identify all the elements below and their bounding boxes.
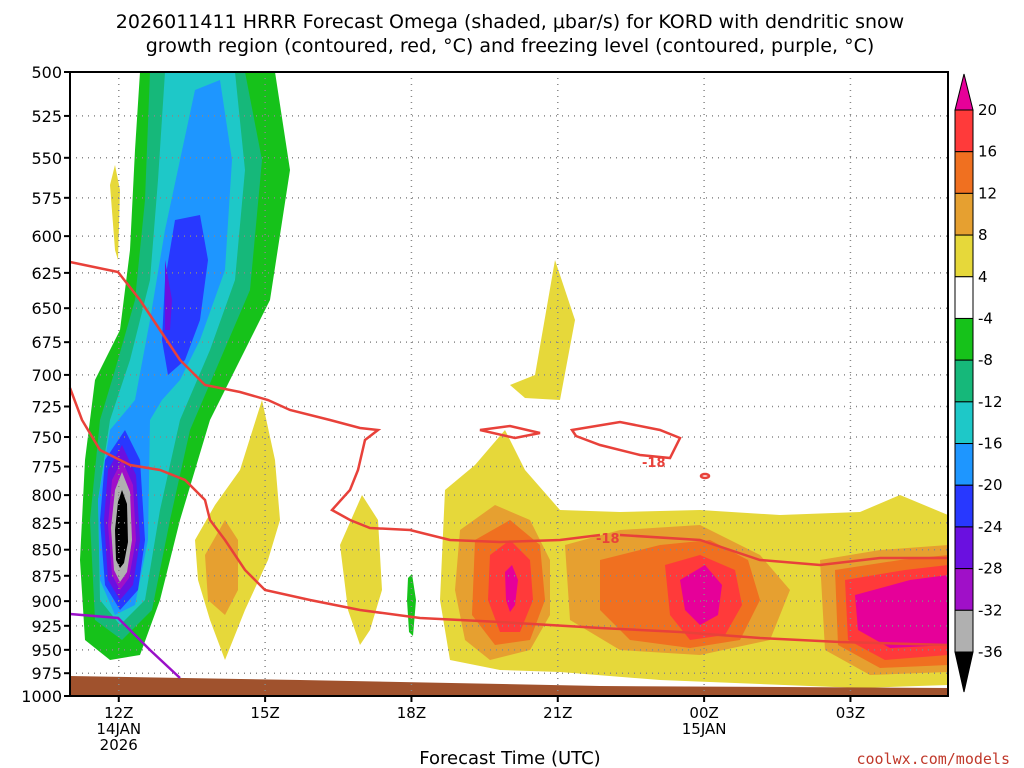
colorbar-label: 8: [978, 226, 988, 244]
dsg-bubble-3: [699, 472, 711, 480]
colorbar-segment: [954, 609, 974, 653]
y-tick-label: 975: [31, 664, 62, 683]
y-tick-label: 675: [31, 333, 62, 352]
y-tick-label: 525: [31, 107, 62, 126]
omega-band-minus36: [115, 490, 128, 568]
colorbar-segment: [954, 484, 974, 528]
colorbar-segment: [954, 443, 974, 486]
colorbar-segment: [954, 526, 974, 570]
dsg-bubble-2: [569, 420, 682, 460]
y-tick-label: 800: [31, 486, 62, 505]
x-axis-title: Forecast Time (UTC): [419, 748, 600, 768]
colorbar-label: -8: [978, 351, 993, 369]
x-tick-label: 00Z: [689, 704, 718, 722]
colorbar-label: -32: [978, 601, 1003, 619]
x-tick-label: 15Z: [250, 704, 279, 722]
omega-band-plus20: [505, 565, 948, 648]
colorbar-label: -4: [978, 309, 993, 327]
x-tick-label: 03Z: [836, 704, 865, 722]
chart-title-line2: growth region (contoured, red, °C) and f…: [146, 35, 875, 57]
omega-band-plus8: [205, 505, 948, 675]
colorbar-label: 12: [978, 184, 997, 202]
dsg-contour-label-2: -18: [596, 532, 620, 547]
chart-title-line1: 2026011411 HRRR Forecast Omega (shaded, …: [116, 11, 904, 33]
colorbar-label: 16: [978, 143, 997, 161]
colorbar-label: -16: [978, 435, 1003, 453]
freezing-level-contour: [69, 612, 181, 679]
dsg-upper-contour: [69, 260, 601, 544]
plot-border: [69, 71, 949, 697]
dsg-upper-contour-cont: [619, 533, 948, 567]
colorbar-segment: [954, 151, 974, 194]
y-tick-label: 650: [31, 299, 62, 318]
x-tick-label: 14JAN: [96, 720, 141, 738]
y-tick-label: 850: [31, 541, 62, 560]
colorbar-segment: [954, 234, 974, 278]
y-tick-label: 500: [31, 63, 62, 82]
x-tick-label: 21Z: [543, 704, 572, 722]
y-tick-label: 625: [31, 264, 62, 283]
y-tick-label: 775: [31, 458, 62, 477]
colorbar-bottom-arrow: [954, 651, 974, 693]
colorbar-segment: [954, 568, 974, 611]
terrain-ground: [70, 676, 948, 696]
dsg-contours: [68, 260, 949, 647]
colorbar-segment: [954, 192, 974, 236]
omega-band-plus4-left: [110, 165, 280, 660]
colorbar-segment: [954, 401, 974, 445]
y-axis: 500 525 550 575 600 625 650 675 700 725 750 775 800 8…: [21, 63, 70, 706]
y-tick-label: 750: [31, 428, 62, 447]
dsg-contour-label-1: -18: [642, 456, 666, 471]
omega-band-plus4-mid: [340, 260, 575, 645]
y-tick-label: 575: [31, 189, 62, 208]
colorbar-label: -12: [978, 393, 1003, 411]
colorbar-segment: [954, 109, 974, 153]
y-tick-label: 825: [31, 514, 62, 533]
colorbar-segment: [954, 359, 974, 403]
grid-lines: [70, 71, 948, 697]
y-tick-label: 875: [31, 567, 62, 586]
y-tick-label: 550: [31, 149, 62, 168]
y-tick-label: 600: [31, 227, 62, 246]
colorbar-segment: [954, 317, 974, 361]
colorbar-top-arrow: [954, 73, 974, 111]
x-tick-label: 18Z: [397, 704, 426, 722]
x-tick-label: 2026: [100, 736, 138, 754]
y-tick-label: 725: [31, 397, 62, 416]
x-tick-label: 12Z: [104, 704, 133, 722]
y-tick-label: 900: [31, 592, 62, 611]
y-tick-label: 950: [31, 641, 62, 660]
colorbar-segment: [954, 276, 974, 319]
colorbar-label: -36: [978, 643, 1003, 661]
dsg-bubble-1: [479, 424, 541, 440]
plot-area: -18 -18 500 525 550 575 600 625 650 675 700 725 75…: [21, 63, 949, 754]
omega-small-green-blob: [407, 574, 416, 636]
colorbar-label: -24: [978, 518, 1003, 536]
colorbar-label: -28: [978, 560, 1003, 578]
y-tick-label: 925: [31, 617, 62, 636]
y-tick-label: 700: [31, 366, 62, 385]
y-tick-label: 1000: [21, 687, 62, 706]
omega-positive-shading: [110, 165, 948, 688]
x-tick-label: 15JAN: [682, 720, 727, 738]
colorbar-label: -20: [978, 476, 1003, 494]
colorbar-label: 20: [978, 101, 997, 119]
dsg-lower-contour: [68, 387, 949, 647]
colorbar: 20 16 12 8 4 -4 -8 -12 -16 -20 -24 -28 -32 -36: [954, 73, 1003, 693]
credit-text: coolwx.com/models: [856, 750, 1010, 768]
colorbar-label: 4: [978, 268, 988, 286]
